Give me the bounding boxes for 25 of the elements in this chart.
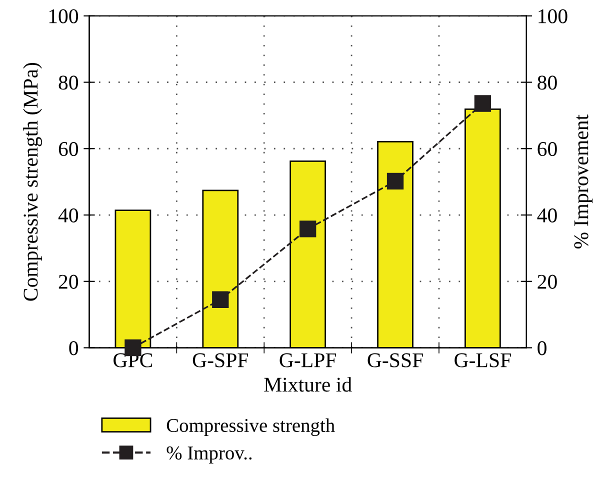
y2-tick-label: 0 [538, 341, 546, 356]
x-tick-label: G-LSF [454, 353, 511, 368]
x-tick-label: G-SPF [192, 353, 248, 368]
point [386, 172, 404, 190]
y2-axis-title: % Improvement [574, 114, 593, 249]
y2-tick-label: 20 [538, 274, 557, 289]
y-tick-label: 20 [58, 274, 78, 289]
y-tick-label: 60 [58, 142, 78, 156]
y2-tick-label: 60 [538, 142, 557, 156]
x-axis-title: Mixture id [264, 377, 352, 392]
legend-label: % Improv.. [166, 446, 252, 464]
y2-tick-label: 80 [538, 76, 557, 90]
y-tick-label: 100 [49, 9, 78, 24]
y2-tick-label: 100 [538, 9, 568, 24]
x-tick-label: G-LPF [280, 353, 336, 368]
x-tick-label: G-SSF [368, 353, 423, 368]
y-axis-title: Compressive strength (MPa) [23, 62, 42, 301]
point [474, 95, 492, 112]
y-tick-label: 80 [58, 76, 78, 90]
y-tick-label: 40 [58, 208, 78, 222]
point [300, 220, 316, 238]
y-tick-label: 0 [69, 341, 78, 356]
y2-tick-label: 40 [537, 208, 557, 222]
legend-label: Compressive strength [166, 418, 335, 436]
point [212, 291, 229, 308]
